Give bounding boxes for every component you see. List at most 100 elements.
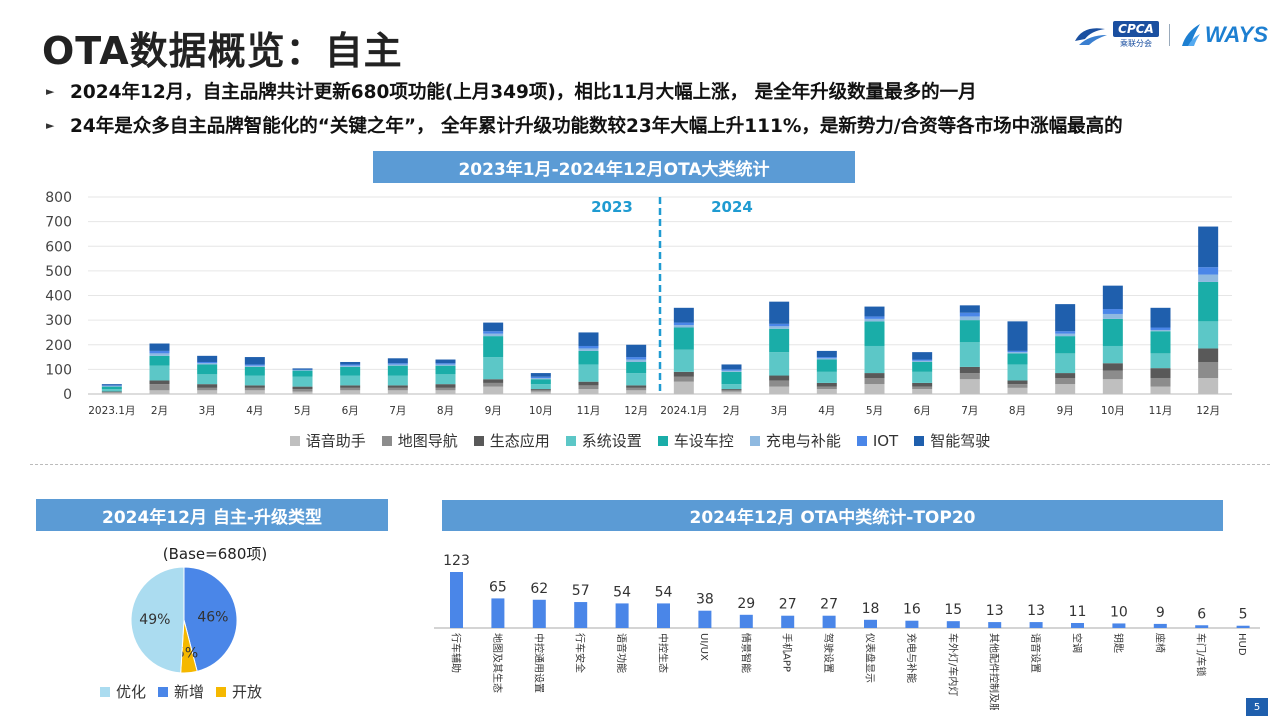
section-divider xyxy=(30,464,1270,465)
bar-segment xyxy=(1198,321,1219,349)
bar-segment xyxy=(197,363,218,365)
bar-segment xyxy=(149,380,170,385)
bar xyxy=(822,615,836,628)
year-label-2023: 2023 xyxy=(591,198,633,216)
x-tick-label: 语音设置 xyxy=(1029,633,1042,673)
x-tick-label: 仪表盘显示 xyxy=(864,633,877,683)
bar-segment xyxy=(1055,333,1076,337)
bar-segment xyxy=(340,385,361,388)
bar-segment xyxy=(626,387,647,391)
bar-segment xyxy=(912,382,933,387)
cpca-badge: CPCA xyxy=(1113,21,1159,37)
bar xyxy=(1195,625,1209,628)
x-tick-label: 行车辅助 xyxy=(450,633,463,673)
bar-segment xyxy=(578,381,599,386)
bar-segment xyxy=(244,375,265,386)
x-tick-label: 5月 xyxy=(294,405,311,417)
x-tick-label: 10月 xyxy=(529,405,553,417)
bar-segment xyxy=(1198,361,1219,378)
bar-segment xyxy=(912,389,933,394)
triangle-bullet-icon: ► xyxy=(46,118,55,132)
bar xyxy=(491,598,505,628)
x-tick-label: 中控生态 xyxy=(657,633,670,673)
bar-segment xyxy=(292,389,313,392)
bar-segment xyxy=(387,375,408,386)
bar-segment xyxy=(578,350,599,365)
legend-label: 生态应用 xyxy=(489,432,550,450)
legend-item: 系统设置 xyxy=(565,430,642,451)
logo-separator xyxy=(1168,24,1170,46)
bar-segment xyxy=(959,379,980,394)
bar-segment xyxy=(292,376,313,387)
ways-wing-icon xyxy=(1181,24,1200,46)
bar-segment xyxy=(912,360,933,362)
x-tick-label: 9月 xyxy=(1057,405,1074,417)
y-tick-label: 700 xyxy=(45,215,72,231)
bar-segment xyxy=(1102,363,1123,371)
bar-segment xyxy=(292,391,313,394)
bullet-2: ► 24年是众多自主品牌智能化的“关键之年”， 全年累计升级功能数较23年大幅上… xyxy=(46,112,1123,138)
x-tick-label: 行车安全 xyxy=(574,633,587,673)
bar-segment xyxy=(578,389,599,394)
bar-segment xyxy=(721,384,742,390)
x-tick-label: 空调 xyxy=(1071,633,1084,653)
cpca-swirl-icon xyxy=(1075,28,1108,45)
bar-segment xyxy=(1102,379,1123,394)
pie-slice xyxy=(130,566,185,674)
bar-segment xyxy=(1150,329,1171,332)
top20-chart-title: 2024年12月 OTA中类统计-TOP20 xyxy=(442,500,1223,531)
bar-segment xyxy=(101,386,122,390)
bar-segment xyxy=(197,384,218,388)
x-tick-label: UI/UX xyxy=(698,633,709,661)
x-tick-label: 3月 xyxy=(199,405,216,417)
bar-segment xyxy=(387,358,408,364)
legend-label: 系统设置 xyxy=(581,432,642,450)
x-tick-label: 8月 xyxy=(437,405,454,417)
pie-legend-item: 优化 xyxy=(100,681,146,702)
bar-segment xyxy=(197,390,218,394)
bar-segment xyxy=(864,373,885,378)
bar xyxy=(450,572,463,628)
legend-item: 地图导航 xyxy=(381,430,458,451)
x-tick-label: 车门/车锁 xyxy=(1195,633,1208,676)
bar-segment xyxy=(197,361,218,364)
bar-segment xyxy=(483,379,504,383)
bar-segment xyxy=(959,305,980,313)
bar-segment xyxy=(244,357,265,365)
bar-segment xyxy=(769,386,790,394)
data-label: 5 xyxy=(1239,607,1248,623)
bar-segment xyxy=(816,359,837,372)
bar-segment xyxy=(816,357,837,359)
y-tick-label: 100 xyxy=(45,362,72,378)
bar-segment xyxy=(959,342,980,367)
bar-segment xyxy=(673,325,694,328)
bar-segment xyxy=(721,371,742,385)
bar-segment xyxy=(626,373,647,386)
bar-segment xyxy=(244,390,265,394)
bar-segment xyxy=(149,353,170,356)
legend-swatch xyxy=(856,435,867,446)
ways-logo: WAYS xyxy=(1180,22,1268,48)
bar-segment xyxy=(959,320,980,343)
legend-label: 新增 xyxy=(174,683,205,701)
x-tick-label: 2月 xyxy=(151,405,168,417)
bar xyxy=(1236,625,1250,628)
data-label: 16 xyxy=(903,602,921,618)
bar xyxy=(657,603,670,628)
bar-segment xyxy=(864,318,885,322)
x-tick-label: 2023.1月 xyxy=(88,405,135,417)
x-tick-label: 情景智能 xyxy=(739,633,752,673)
bar-segment xyxy=(387,390,408,394)
bar-segment xyxy=(292,368,313,370)
bar xyxy=(698,610,712,628)
bar-segment xyxy=(197,355,218,362)
bar-segment xyxy=(1055,304,1076,332)
bar-segment xyxy=(1007,364,1028,381)
data-label: 27 xyxy=(779,597,797,613)
x-tick-label: 12月 xyxy=(1196,405,1220,417)
legend-swatch xyxy=(657,435,668,446)
bar-segment xyxy=(721,391,742,394)
bar-segment xyxy=(340,375,361,386)
data-label: 65 xyxy=(489,579,507,595)
